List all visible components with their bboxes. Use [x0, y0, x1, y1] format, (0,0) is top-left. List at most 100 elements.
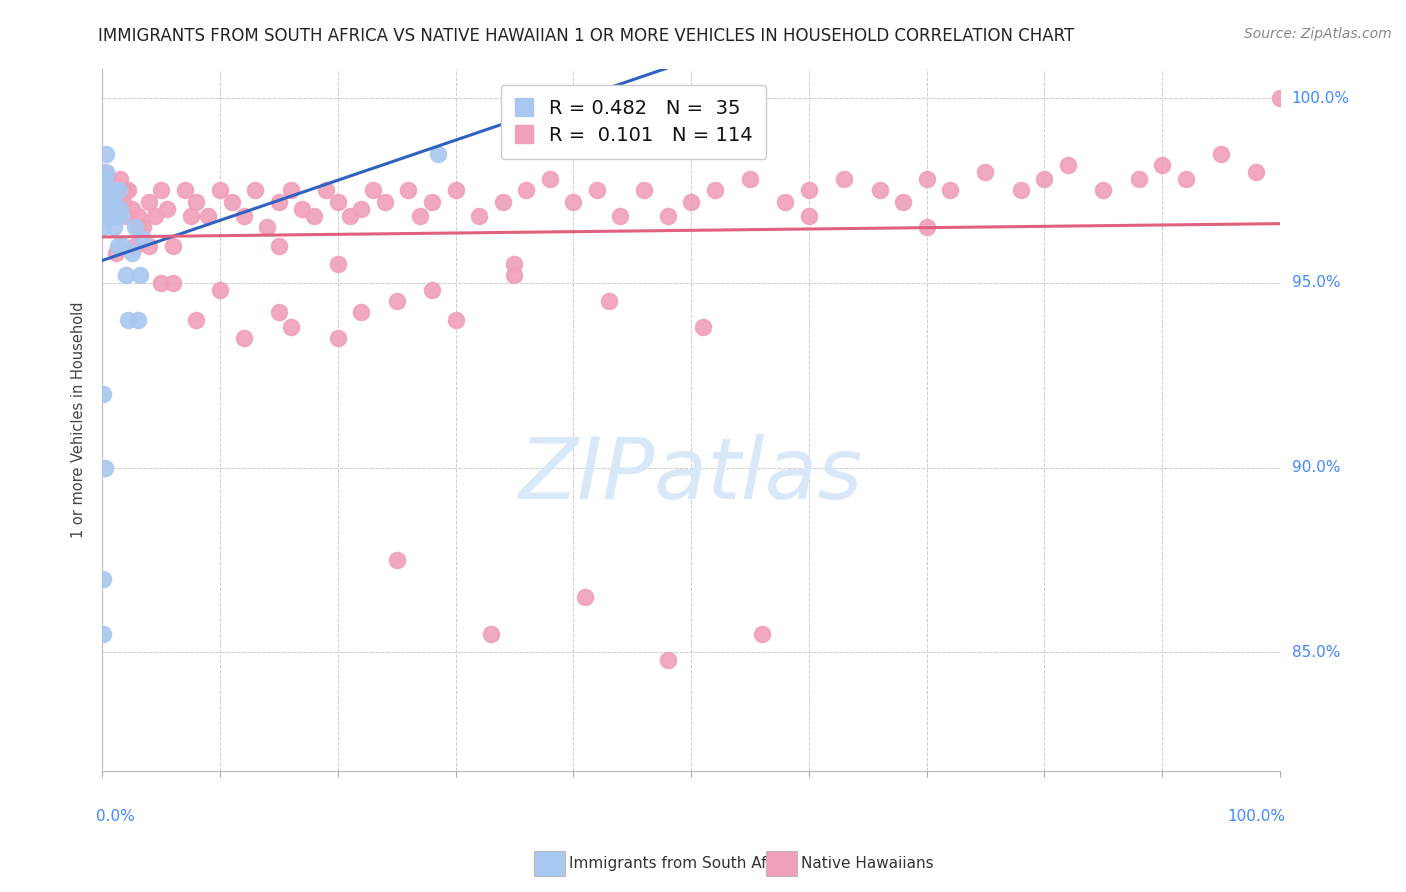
- Point: [609, 210, 631, 224]
- Point: [832, 172, 855, 186]
- Point: [1092, 184, 1115, 198]
- Point: [232, 210, 254, 224]
- Point: [444, 313, 467, 327]
- Point: [267, 239, 290, 253]
- Point: [374, 194, 396, 209]
- Point: [94, 146, 117, 161]
- Text: 90.0%: 90.0%: [1292, 460, 1340, 475]
- Point: [121, 246, 143, 260]
- Point: [515, 184, 537, 198]
- Point: [112, 194, 135, 209]
- Point: [491, 194, 513, 209]
- Point: [132, 220, 155, 235]
- Point: [93, 460, 115, 475]
- Point: [361, 184, 384, 198]
- Point: [127, 220, 149, 235]
- Point: [94, 184, 117, 198]
- Point: [797, 210, 820, 224]
- Point: [127, 210, 149, 224]
- Point: [150, 184, 173, 198]
- Point: [444, 184, 467, 198]
- Point: [1174, 172, 1197, 186]
- Point: [93, 220, 115, 235]
- Point: [101, 184, 124, 198]
- Point: [156, 202, 179, 216]
- Point: [97, 184, 120, 198]
- Point: [104, 194, 127, 209]
- Point: [586, 184, 609, 198]
- Point: [538, 172, 561, 186]
- Point: [98, 194, 121, 209]
- Point: [93, 165, 115, 179]
- Point: [1152, 158, 1174, 172]
- Point: [1209, 146, 1232, 161]
- Point: [692, 320, 714, 334]
- Point: [503, 257, 526, 271]
- Point: [681, 194, 703, 209]
- Point: [326, 194, 349, 209]
- Text: Native Hawaiians: Native Hawaiians: [801, 856, 934, 871]
- Point: [110, 210, 132, 224]
- Point: [315, 184, 337, 198]
- Point: [96, 194, 118, 209]
- Point: [100, 210, 122, 224]
- Point: [797, 184, 820, 198]
- Point: [503, 268, 526, 283]
- Point: [108, 202, 131, 216]
- Point: [751, 627, 773, 641]
- Legend: R = 0.482   N =  35, R =  0.101   N = 114: R = 0.482 N = 35, R = 0.101 N = 114: [501, 86, 766, 159]
- Point: [93, 194, 115, 209]
- Point: [94, 165, 117, 179]
- Point: [103, 210, 125, 224]
- Point: [97, 210, 120, 224]
- Point: [173, 184, 195, 198]
- Text: 100.0%: 100.0%: [1227, 809, 1286, 824]
- Point: [96, 184, 118, 198]
- Point: [100, 210, 122, 224]
- Point: [409, 210, 432, 224]
- Point: [1010, 184, 1032, 198]
- Point: [267, 194, 290, 209]
- Point: [114, 184, 136, 198]
- Point: [915, 172, 938, 186]
- Point: [93, 172, 115, 186]
- Point: [143, 210, 166, 224]
- Point: [574, 590, 596, 604]
- Text: IMMIGRANTS FROM SOUTH AFRICA VS NATIVE HAWAIIAN 1 OR MORE VEHICLES IN HOUSEHOLD : IMMIGRANTS FROM SOUTH AFRICA VS NATIVE H…: [98, 27, 1074, 45]
- Point: [633, 184, 655, 198]
- Text: Source: ZipAtlas.com: Source: ZipAtlas.com: [1244, 27, 1392, 41]
- Point: [1128, 172, 1150, 186]
- Point: [1246, 165, 1268, 179]
- Text: ZIPatlas: ZIPatlas: [519, 434, 863, 517]
- Point: [93, 184, 115, 198]
- Point: [232, 331, 254, 345]
- Point: [280, 320, 302, 334]
- Point: [326, 257, 349, 271]
- Point: [93, 210, 115, 224]
- Point: [1268, 91, 1291, 105]
- Point: [208, 184, 231, 198]
- Point: [915, 220, 938, 235]
- Point: [114, 210, 136, 224]
- Point: [350, 305, 373, 319]
- Point: [100, 194, 122, 209]
- Text: 100.0%: 100.0%: [1292, 91, 1350, 105]
- Point: [479, 627, 502, 641]
- Point: [197, 210, 219, 224]
- Text: 95.0%: 95.0%: [1292, 276, 1340, 291]
- Point: [302, 210, 325, 224]
- Point: [657, 653, 679, 667]
- Point: [104, 202, 127, 216]
- Point: [420, 283, 443, 297]
- Point: [117, 313, 139, 327]
- Point: [385, 294, 408, 309]
- Point: [96, 210, 118, 224]
- Point: [208, 283, 231, 297]
- Point: [94, 202, 117, 216]
- Point: [110, 202, 132, 216]
- Point: [105, 246, 128, 260]
- Point: [93, 627, 115, 641]
- Point: [93, 386, 115, 401]
- Point: [97, 202, 120, 216]
- Point: [138, 194, 160, 209]
